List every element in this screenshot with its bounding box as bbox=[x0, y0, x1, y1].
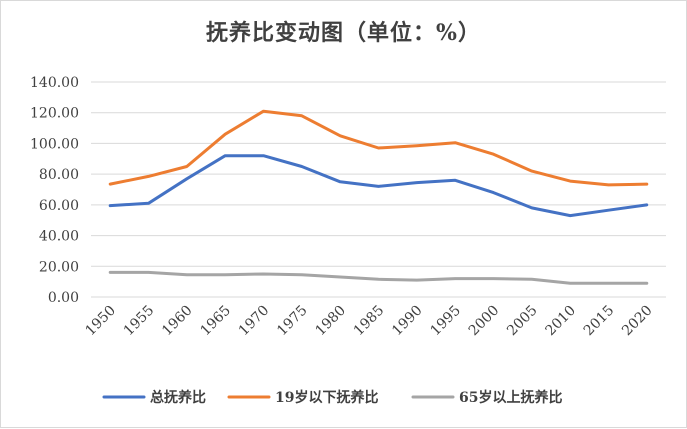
x-tick-label: 1965 bbox=[197, 303, 234, 340]
x-tick-label: 1970 bbox=[236, 303, 273, 340]
x-tick-label: 2000 bbox=[466, 303, 503, 340]
x-tick-label: 1990 bbox=[389, 303, 426, 340]
x-tick-label: 2010 bbox=[542, 303, 579, 340]
x-tick-label: 1980 bbox=[312, 303, 349, 340]
x-tick-label: 2005 bbox=[504, 303, 541, 340]
x-tick-label: 1950 bbox=[82, 303, 119, 340]
series-line-3 bbox=[108, 270, 649, 285]
x-tick-label: 1995 bbox=[427, 303, 464, 340]
x-tick-label: 2020 bbox=[619, 303, 656, 340]
y-tick-label: 100.00 bbox=[30, 136, 79, 152]
x-tick-label: 1955 bbox=[121, 303, 158, 340]
y-tick-label: 20.00 bbox=[39, 259, 79, 275]
y-tick-label: 0.00 bbox=[48, 290, 79, 306]
legend-label-3: 65岁以上抚养比 bbox=[459, 389, 562, 406]
series-line-1 bbox=[108, 154, 649, 218]
y-tick-label: 60.00 bbox=[39, 198, 79, 214]
y-tick-label: 40.00 bbox=[39, 229, 79, 245]
x-tick-label: 1960 bbox=[159, 303, 196, 340]
y-tick-label: 140.00 bbox=[30, 75, 79, 91]
x-tick-label: 1975 bbox=[274, 303, 311, 340]
chart-title: 抚养比变动图（单位：%） bbox=[206, 20, 481, 46]
x-tick-label: 2015 bbox=[581, 303, 618, 340]
y-tick-label: 80.00 bbox=[39, 167, 79, 183]
legend-label-2: 19岁以下抚养比 bbox=[275, 389, 378, 406]
x-tick-label: 1985 bbox=[351, 303, 388, 340]
y-tick-label: 120.00 bbox=[30, 106, 79, 122]
legend-label-1: 总抚养比 bbox=[150, 389, 206, 406]
series-line-2 bbox=[108, 109, 649, 187]
